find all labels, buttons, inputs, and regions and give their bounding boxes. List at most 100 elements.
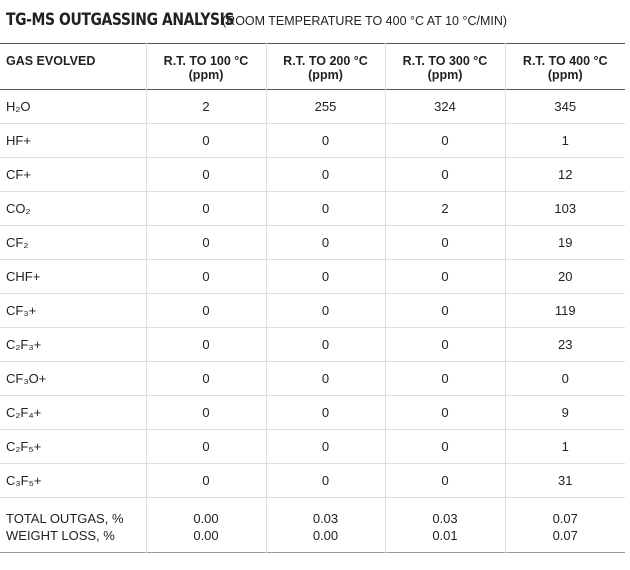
ppm-value: 2 xyxy=(145,89,266,124)
summary-value: 0.03 xyxy=(312,511,339,526)
summary-value: 0.07 xyxy=(552,511,578,526)
header-row: GAS EVOLVED R.T. TO 100 °C (ppm) R.T. TO 20… xyxy=(0,43,625,90)
ppm-value: 20 xyxy=(504,259,625,294)
ppm-value: 103 xyxy=(504,191,625,226)
ppm-value: 0 xyxy=(384,259,505,294)
summary-cell: 0.03 0.00 xyxy=(265,497,385,553)
data-row: C₂F₃+ 0 0 0 23 xyxy=(0,327,625,362)
summary-value: 0.00 xyxy=(193,528,219,543)
column-header: GAS EVOLVED xyxy=(6,54,96,68)
gas-name: CF₂ xyxy=(6,235,29,250)
ppm-value: 255 xyxy=(265,89,385,124)
gas-name: HF+ xyxy=(6,133,31,148)
ppm-value: 0 xyxy=(265,395,385,430)
ppm-value: 345 xyxy=(504,89,625,124)
subtitle: (ROOM TEMPERATURE TO 400 °C AT 10 °C/MIN… xyxy=(222,14,508,28)
data-row: CF₃+ 0 0 0 119 xyxy=(0,293,625,328)
summary-row: TOTAL OUTGAS, % WEIGHT LOSS, % 0.00 0.00 0.0… xyxy=(0,497,625,553)
data-row: CHF+ 0 0 0 20 xyxy=(0,259,625,294)
ppm-value: 0 xyxy=(145,225,266,260)
summary-cell: TOTAL OUTGAS, % WEIGHT LOSS, % xyxy=(0,498,146,553)
ppm-value: 0 xyxy=(384,361,505,396)
ppm-value: 0 xyxy=(145,361,266,396)
summary-label: WEIGHT LOSS, % xyxy=(6,528,115,543)
ppm-value: 12 xyxy=(504,157,625,192)
gas-name: CO₂ xyxy=(6,201,31,216)
ppm-value: 31 xyxy=(504,463,625,498)
data-row: CF₂ 0 0 0 19 xyxy=(0,225,625,260)
gas-name: C₃F₅+ xyxy=(6,473,42,488)
data-row: CF₃O+ 0 0 0 0 xyxy=(0,361,625,396)
gas-name: C₂F₃+ xyxy=(6,337,42,352)
ppm-value: 0 xyxy=(145,191,266,226)
ppm-value: 0 xyxy=(265,157,385,192)
ppm-value: 0 xyxy=(145,429,266,464)
summary-value: 0.07 xyxy=(552,528,578,543)
title-block: TG-MS OUTGASSING ANALYSIS(ROOM TEMPERATU… xyxy=(6,10,507,30)
outgassing-table: GAS EVOLVED R.T. TO 100 °C (ppm) R.T. TO 20… xyxy=(0,43,625,553)
ppm-value: 19 xyxy=(504,225,625,260)
ppm-value: 0 xyxy=(145,259,266,294)
ppm-value: 0 xyxy=(145,123,266,158)
gas-name: CF₃O+ xyxy=(6,371,47,386)
column-label: R.T. TO 400 °C xyxy=(522,54,608,68)
data-row: C₂F₅+ 0 0 0 1 xyxy=(0,429,625,464)
ppm-value: 0 xyxy=(384,225,505,260)
data-row: CF+ 0 0 0 12 xyxy=(0,157,625,192)
ppm-value: 0 xyxy=(265,225,385,260)
summary-value: 0.00 xyxy=(193,511,219,526)
data-row: H₂O 2 255 324 345 xyxy=(0,89,625,124)
ppm-value: 0 xyxy=(265,259,385,294)
column-header: R.T. TO 200 °C (ppm) xyxy=(265,43,385,90)
gas-name: CF₃+ xyxy=(6,303,37,318)
ppm-value: 23 xyxy=(504,327,625,362)
ppm-value: 0 xyxy=(384,293,505,328)
ppm-value: 0 xyxy=(145,293,266,328)
ppm-value: 1 xyxy=(504,123,625,158)
title: TG-MS OUTGASSING ANALYSIS xyxy=(6,10,235,30)
summary-cell: 0.03 0.01 xyxy=(384,497,505,553)
ppm-value: 0 xyxy=(265,123,385,158)
ppm-value: 0 xyxy=(384,327,505,362)
gas-name: CF+ xyxy=(6,167,31,182)
column-label: R.T. TO 200 °C xyxy=(283,54,368,68)
summary-value: 0.03 xyxy=(432,511,458,526)
summary-value: 0.01 xyxy=(432,528,458,543)
column-header: R.T. TO 400 °C (ppm) xyxy=(504,43,625,90)
summary-value: 0.00 xyxy=(312,528,339,543)
column-unit: (ppm) xyxy=(308,68,343,82)
ppm-value: 0 xyxy=(265,361,385,396)
data-row: CO₂ 0 0 2 103 xyxy=(0,191,625,226)
column-label: R.T. TO 100 °C xyxy=(163,54,249,68)
ppm-value: 0 xyxy=(145,395,266,430)
data-row: HF+ 0 0 0 1 xyxy=(0,123,625,158)
ppm-value: 0 xyxy=(384,157,505,192)
gas-name: C₂F₅+ xyxy=(6,439,42,454)
ppm-value: 0 xyxy=(145,463,266,498)
summary-cell: 0.07 0.07 xyxy=(504,497,625,553)
column-header: R.T. TO 300 °C (ppm) xyxy=(384,43,505,90)
column-unit: (ppm) xyxy=(427,68,463,82)
ppm-value: 0 xyxy=(384,463,505,498)
ppm-value: 0 xyxy=(504,361,625,396)
ppm-value: 9 xyxy=(504,395,625,430)
ppm-value: 0 xyxy=(265,191,385,226)
ppm-value: 1 xyxy=(504,429,625,464)
gas-name: CHF+ xyxy=(6,269,41,284)
column-unit: (ppm) xyxy=(188,68,224,82)
ppm-value: 0 xyxy=(265,293,385,328)
ppm-value: 0 xyxy=(265,327,385,362)
data-row: C₃F₅+ 0 0 0 31 xyxy=(0,463,625,498)
ppm-value: 0 xyxy=(384,429,505,464)
column-label: R.T. TO 300 °C xyxy=(402,54,488,68)
gas-name: H₂O xyxy=(6,99,31,114)
column-header: R.T. TO 100 °C (ppm) xyxy=(145,43,266,90)
ppm-value: 0 xyxy=(265,429,385,464)
ppm-value: 0 xyxy=(384,123,505,158)
data-row: C₂F₄+ 0 0 0 9 xyxy=(0,395,625,430)
ppm-value: 0 xyxy=(384,395,505,430)
gas-name: C₂F₄+ xyxy=(6,405,42,420)
ppm-value: 2 xyxy=(384,191,505,226)
